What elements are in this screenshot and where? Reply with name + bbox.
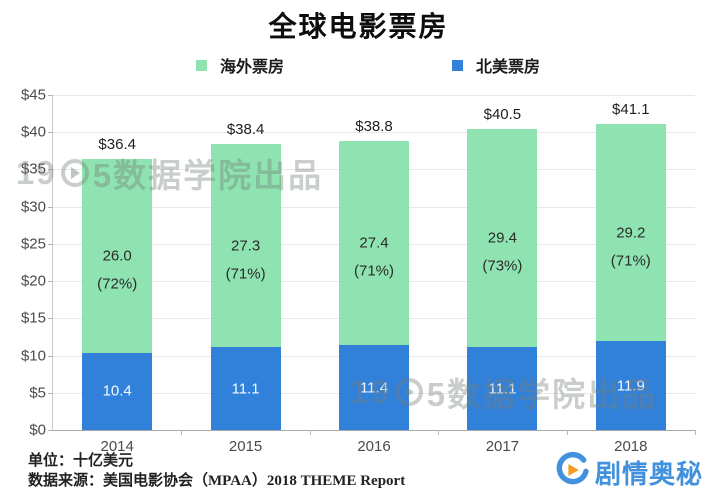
legend-swatch-overseas xyxy=(196,59,207,71)
source-note: 数据来源：美国电影协会（MPAA）2018 THEME Report xyxy=(28,473,406,489)
y-axis-tick-label: $40 xyxy=(20,123,46,141)
y-axis-tick-label: $25 xyxy=(20,235,46,253)
bar-segment-海外票房-2017: 29.4 (73%) xyxy=(467,128,538,348)
bar-segment-北美票房-2015: 11.1 xyxy=(210,347,281,430)
y-axis-tick xyxy=(48,318,53,320)
bar-value-label: 29.2 xyxy=(616,224,646,242)
bar-value-label: 27.3 xyxy=(230,237,261,255)
x-axis-tick xyxy=(181,430,183,435)
y-axis-tick xyxy=(48,95,53,96)
bar-segment-海外票房-2018: 29.2 (71%) xyxy=(595,124,666,342)
legend-item-overseas: 海外票房 xyxy=(196,53,284,77)
brand-logo: 剧情奥秘 xyxy=(554,451,703,493)
bar-segment-海外票房-2014: 26.0 (72%) xyxy=(82,159,153,353)
unit-note: 单位：十亿美元 xyxy=(28,453,134,469)
y-axis-tick-label: $35 xyxy=(20,160,46,178)
bar-percent-label: (71%) xyxy=(225,265,266,283)
y-axis-tick xyxy=(48,132,53,134)
bar-total-label: $38.8 xyxy=(355,118,393,136)
bar-value-label: 29.4 xyxy=(487,229,517,247)
y-axis-tick-label: $45 xyxy=(20,86,46,104)
bar-value-label: 27.4 xyxy=(359,234,389,252)
legend-swatch-north-america xyxy=(452,59,463,71)
legend-item-north-america: 北美票房 xyxy=(452,53,540,77)
bar-segment-北美票房-2016: 11.4 xyxy=(339,345,409,430)
bar-segment-北美票房-2018: 11.9 xyxy=(595,341,666,430)
x-axis-label: 2014 xyxy=(100,438,134,455)
x-axis-label: 2015 xyxy=(228,438,263,455)
bar-segment-北美票房-2014: 10.4 xyxy=(82,352,153,430)
x-axis-tick xyxy=(695,430,696,435)
y-axis-tick xyxy=(48,355,53,357)
y-axis-tick xyxy=(48,392,53,394)
y-axis: $0 $5 $10 $15 $20 $25 $30 $35 $40 $45 xyxy=(0,87,46,439)
bar-value-label: 11.4 xyxy=(359,379,389,397)
legend-label-overseas: 海外票房 xyxy=(220,59,285,76)
bar-percent-label: (73%) xyxy=(482,257,523,275)
bar-percent-label: (71%) xyxy=(610,252,651,270)
bar-value-label: 10.4 xyxy=(102,382,132,400)
y-axis-tick xyxy=(48,169,53,171)
bar-value-label: 11.9 xyxy=(616,377,645,395)
y-axis-tick-label: $10 xyxy=(20,347,46,365)
x-axis-tick xyxy=(309,430,311,435)
gridline xyxy=(53,95,695,96)
bar-total-label: $40.5 xyxy=(483,105,522,123)
y-axis-tick xyxy=(48,243,53,245)
x-axis-tick xyxy=(438,430,440,435)
chart-title: 全球电影票房 xyxy=(268,12,449,43)
bar-segment-海外票房-2015: 27.3 (71%) xyxy=(210,144,281,348)
legend-label-north-america: 北美票房 xyxy=(476,59,541,76)
bar-value-label: 26.0 xyxy=(102,247,132,265)
y-axis-tick-label: $20 xyxy=(20,272,46,290)
bar-percent-label: (71%) xyxy=(353,262,394,280)
x-axis-label: 2018 xyxy=(614,438,648,455)
y-axis-tick-label: $5 xyxy=(29,384,46,402)
y-axis-tick-label: $30 xyxy=(20,198,46,216)
x-axis-label: 2017 xyxy=(485,438,520,455)
y-axis-tick xyxy=(48,206,53,208)
brand-name: 剧情奥秘 xyxy=(594,459,703,489)
bar-value-label: 11.1 xyxy=(488,380,517,398)
x-axis-label: 2016 xyxy=(357,438,391,455)
bar-percent-label: (72%) xyxy=(97,275,138,293)
bar-segment-海外票房-2016: 27.4 (71%) xyxy=(339,141,409,346)
brand-swirl-icon xyxy=(554,451,590,493)
bar-total-label: $41.1 xyxy=(612,101,650,119)
bar-total-label: $38.4 xyxy=(226,121,265,139)
x-axis-tick xyxy=(566,430,568,435)
y-axis-tick-label: $0 xyxy=(29,421,46,439)
bar-segment-北美票房-2017: 11.1 xyxy=(467,347,538,430)
gridline xyxy=(53,132,695,134)
plot-area: 10.4 26.0 (72%) $36.4 2014 11.1 27.3 (71%) $38.4… xyxy=(48,95,696,455)
bar-value-label: 11.1 xyxy=(231,380,260,398)
bar-total-label: $36.4 xyxy=(98,136,136,154)
y-axis-tick xyxy=(48,430,53,431)
y-axis-tick-label: $15 xyxy=(20,309,46,327)
y-axis-tick xyxy=(48,281,53,283)
